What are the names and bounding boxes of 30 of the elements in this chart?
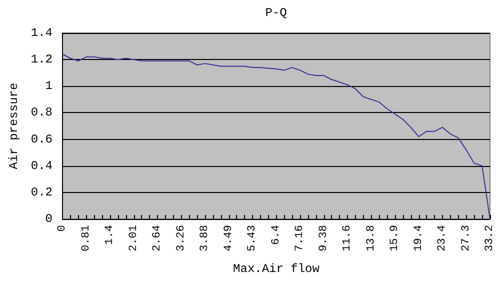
x-tick-label: 7.16 — [294, 225, 306, 252]
y-tick-label: 1.4 — [30, 26, 53, 40]
x-tick-label: 3.26 — [175, 225, 188, 252]
x-tick-label: 13.8 — [365, 225, 378, 252]
x-tick-label: 3.88 — [199, 225, 211, 252]
y-axis-title: Air pressure — [7, 82, 21, 170]
x-tick-label: 27.3 — [460, 225, 472, 252]
chart-title: P-Q — [265, 6, 287, 20]
y-tick-label: 0.2 — [30, 185, 53, 200]
x-tick-label: 9.38 — [318, 225, 330, 252]
x-axis-title: Max.Air flow — [233, 262, 320, 276]
x-tick-label: 0.81 — [80, 224, 92, 252]
x-tick-label: 23.4 — [436, 224, 448, 252]
x-tick-label: 2.01 — [128, 224, 140, 252]
x-tick-label: 6.4 — [270, 224, 282, 245]
y-tick-label: 0.8 — [30, 106, 53, 120]
y-tick-label: 1.2 — [30, 52, 53, 67]
x-tick-label: 33.2 — [484, 225, 496, 252]
x-tick-label: 2.64 — [152, 224, 164, 252]
y-tick-label: 0 — [45, 212, 53, 226]
x-tick-label: 0 — [56, 225, 69, 232]
y-tick-label: 0.6 — [30, 132, 53, 146]
x-tick-label: 1.4 — [104, 224, 116, 245]
x-tick-label: 4.49 — [222, 225, 235, 252]
y-tick-label: 0.4 — [30, 158, 53, 173]
x-tick-label: 11.6 — [342, 225, 354, 252]
x-tick-label: 5.43 — [246, 225, 258, 252]
y-tick-label: 1 — [45, 79, 53, 94]
x-tick-label: 15.9 — [389, 225, 401, 252]
x-tick-label: 19.4 — [412, 224, 425, 252]
